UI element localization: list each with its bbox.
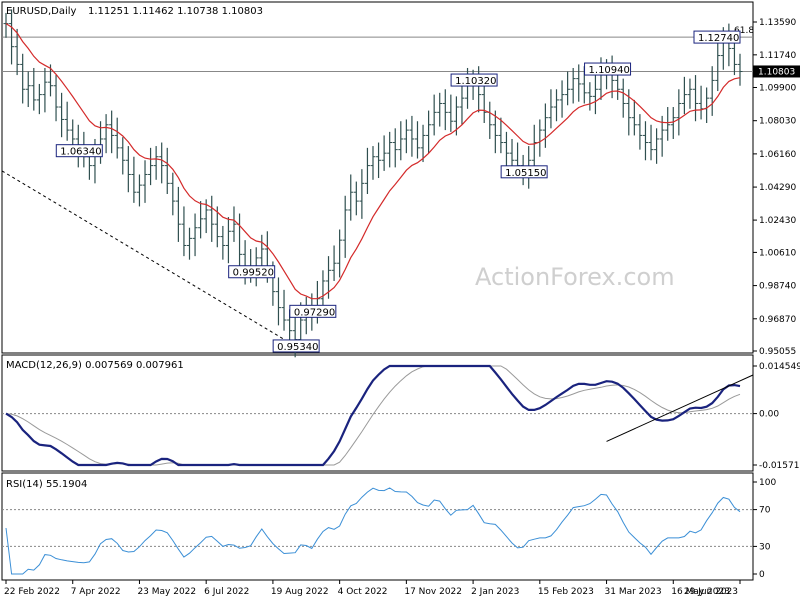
level-annotation-box [693,30,741,44]
level-annotation-box [55,144,103,158]
level-annotation-label: 1.10940 [589,65,630,76]
macd-layer [2,364,754,467]
x-tick-label: 22 Feb 2022 [4,587,60,597]
level-annotation-box [228,265,276,279]
x-tick-label: 2 Jan 2023 [471,587,519,597]
current-price-tag [753,65,800,78]
price-y-tick-label: 1.00610 [759,248,796,258]
level-annotation-label: 1.06340 [60,147,101,158]
level-annotation-label: 0.95340 [277,342,318,353]
macd-y-tick-label: 0.00 [759,410,779,420]
x-tick-label: 7 Apr 2022 [71,587,121,597]
rsi-line [5,487,741,575]
price-header-symbol: EURUSD,Daily [6,6,77,17]
price-layer: 1.12740 1.10320 1.10940 1.05150 1.06340 0.995… [1,9,753,358]
axis-layer: 1.13590 1.11740 1.09900 1.08030 1.06160 1.042… [4,18,800,597]
x-tick-label: 16 May 2023 [671,587,730,597]
rsi-y-tick-label: 100 [759,478,776,488]
price-y-tick-label: 0.96870 [759,315,796,325]
price-y-tick-label: 1.02430 [759,216,796,226]
price-y-tick-label: 0.98740 [759,282,796,292]
level-annotation-label: 1.10320 [455,76,496,87]
level-annotation-label: 0.99520 [233,268,274,279]
level-annotation-box [272,339,320,353]
level-annotation-box [584,62,632,76]
rsi-y-tick-label: 70 [759,506,771,516]
x-tick-label: 4 Oct 2022 [338,587,388,597]
price-y-tick-label: 1.11740 [759,51,796,61]
watermark: ActionForex.com [475,263,675,291]
level-annotation-box [500,165,548,179]
fib-label: 61.8 [734,26,754,36]
rsi-layer [2,487,753,575]
macd-y-tick-label: 0.014549 [759,362,800,372]
macd-y-tick-label: -0.015712 [759,461,800,471]
price-header-ohlc: 1.11251 1.11462 1.10738 1.10803 [88,6,263,17]
level-annotation-label: 0.97290 [294,307,335,318]
price-pane-frame [1,1,754,354]
x-tick-label: 29 Jun 2023 [684,587,738,597]
level-annotation-label: 1.05150 [505,168,546,179]
price-y-tick-label: 1.13590 [759,18,796,28]
rsi-pane-frame [1,472,754,581]
level-annotation-label: 1.12740 [698,33,739,44]
level-annotation-box [289,304,337,318]
price-y-tick-label: 1.04290 [759,183,796,193]
x-tick-label: 6 Jul 2022 [204,587,249,597]
rsi-y-tick-label: 0 [759,570,765,580]
x-tick-label: 15 Feb 2023 [538,587,594,597]
moving-average-line [5,23,741,300]
x-tick-label: 23 May 2022 [137,587,196,597]
down-trendline [1,170,296,347]
rsi-label: RSI(14) 55.1904 [6,479,87,490]
x-tick-label: 19 Aug 2022 [271,587,329,597]
price-y-tick-label: 0.95055 [759,347,796,357]
macd-line [5,364,741,467]
x-tick-label: 17 Nov 2022 [404,587,462,597]
current-price-label: 1.10803 [758,67,795,77]
x-tick-label: 31 Mar 2023 [605,587,662,597]
price-y-tick-label: 1.09900 [759,83,796,93]
macd-label: MACD(12,26,9) 0.007569 0.007961 [6,360,184,371]
price-y-tick-label: 1.08030 [759,117,796,127]
rsi-y-tick-label: 30 [759,542,771,552]
level-annotation-box [450,73,498,87]
price-y-tick-label: 1.06160 [759,150,796,160]
macd-trendline [606,374,754,442]
macd-pane-frame [1,354,754,472]
